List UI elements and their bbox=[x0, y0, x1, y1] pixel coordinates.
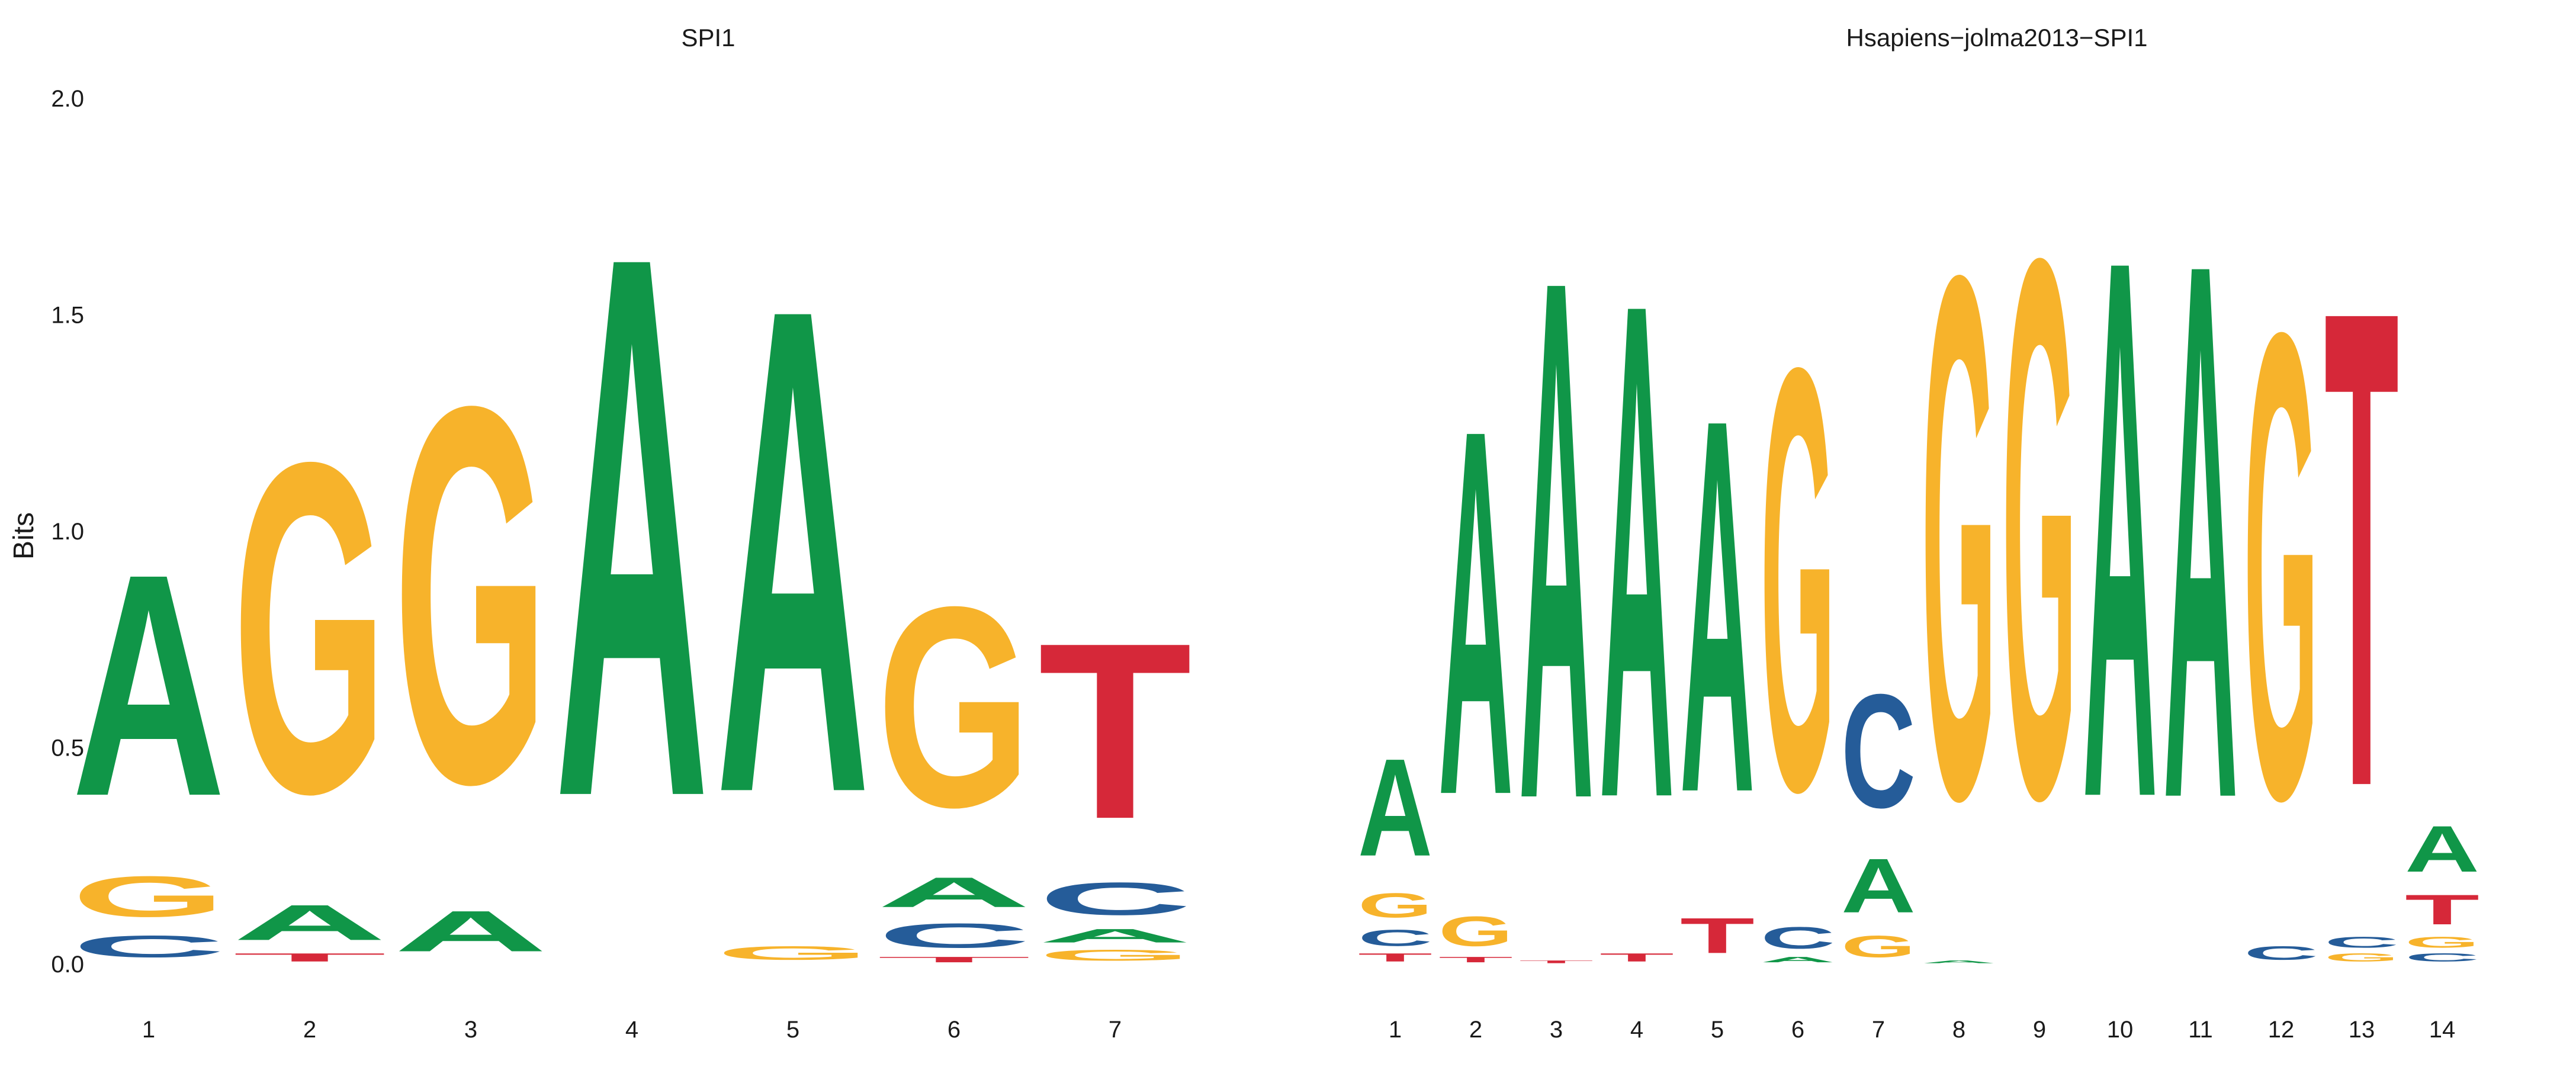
y-axis-ticks: 0.0 0.5 1.0 1.5 2.0 bbox=[51, 86, 84, 978]
x-tick-label: 14 bbox=[2429, 1017, 2456, 1043]
x-tick-label: 3 bbox=[1550, 1017, 1563, 1043]
logo-letter-t: T bbox=[233, 951, 387, 964]
logo-letter-a: A bbox=[1761, 955, 1835, 964]
x-tick-label: 7 bbox=[1109, 1017, 1122, 1043]
logo-letter-g: G bbox=[1922, 121, 1996, 955]
logo-letter-g: G bbox=[233, 365, 387, 891]
y-tick-label: 0.5 bbox=[51, 735, 84, 761]
logo-letter-a: A bbox=[72, 508, 226, 862]
x-tick-label: 4 bbox=[1630, 1017, 1643, 1043]
logo-letter-t: T bbox=[1519, 960, 1594, 964]
logo-letter-a: A bbox=[2405, 812, 2479, 886]
x-axis-ticks: 1 2 3 4 5 6 7 bbox=[142, 1017, 1122, 1043]
logo-letter-a: A bbox=[1438, 320, 1513, 904]
logo-letter-g: G bbox=[1038, 947, 1192, 964]
logo-letter-g: G bbox=[2324, 951, 2399, 964]
logo-letter-a: A bbox=[1680, 308, 1755, 904]
logo-letter-a: A bbox=[2083, 99, 2157, 959]
y-axis-label: Bits bbox=[8, 512, 40, 560]
logo-letter-t: T bbox=[1680, 908, 1755, 964]
logo-letter-a: A bbox=[1358, 730, 1432, 885]
x-tick-label: 2 bbox=[1469, 1017, 1482, 1043]
x-tick-label: 13 bbox=[2349, 1017, 2375, 1043]
logo-letter-g: G bbox=[394, 294, 548, 895]
logo-letter-c: C bbox=[2244, 942, 2318, 964]
x-tick-label: 1 bbox=[142, 1017, 155, 1043]
logo-letter-c: C bbox=[72, 929, 226, 963]
logo-letter-t: T bbox=[2324, 168, 2399, 928]
logo-letter-a: A bbox=[2163, 104, 2238, 959]
logo-letter-t: T bbox=[1358, 951, 1432, 964]
logo-letter-g: G bbox=[2244, 194, 2318, 937]
panel-title: Hsapiens−jolma2013−SPI1 bbox=[1846, 24, 2147, 52]
x-tick-label: 5 bbox=[1711, 1017, 1724, 1043]
logo-letter-a: A bbox=[1922, 960, 1996, 964]
x-tick-label: 1 bbox=[1389, 1017, 1402, 1043]
x-tick-label: 4 bbox=[625, 1017, 638, 1043]
logo-letter-a: A bbox=[1038, 925, 1192, 946]
logo-letter-g: G bbox=[1358, 886, 1432, 925]
x-tick-label: 7 bbox=[1872, 1017, 1885, 1043]
logo-letter-g: G bbox=[1841, 930, 1916, 964]
x-tick-label: 3 bbox=[464, 1017, 477, 1043]
logo-letter-g: G bbox=[1761, 243, 1835, 917]
y-tick-label: 0.0 bbox=[51, 952, 84, 978]
logo-letter-g: G bbox=[2405, 934, 2479, 951]
logo-letter-g: G bbox=[2002, 99, 2077, 959]
y-tick-label: 2.0 bbox=[51, 86, 84, 112]
x-tick-label: 12 bbox=[2268, 1017, 2295, 1043]
x-tick-label: 8 bbox=[1952, 1017, 1965, 1043]
x-tick-label: 9 bbox=[2033, 1017, 2046, 1043]
y-tick-label: 1.0 bbox=[51, 519, 84, 545]
logo-letter-c: C bbox=[877, 916, 1031, 955]
logo-letter-c: C bbox=[1761, 921, 1835, 955]
logo-letter-c: C bbox=[1038, 873, 1192, 924]
logo-letter-c: C bbox=[1841, 660, 1916, 842]
logo-letter-t: T bbox=[1438, 955, 1513, 964]
panel-title: SPI1 bbox=[681, 24, 735, 52]
x-tick-label: 6 bbox=[947, 1017, 961, 1043]
logo-letter-t: T bbox=[2405, 886, 2479, 933]
logo-letter-g: G bbox=[716, 942, 870, 963]
logo-letter-a: A bbox=[1599, 155, 1674, 946]
logo-letter-t: T bbox=[1038, 591, 1192, 872]
logo-letter-a: A bbox=[233, 895, 387, 951]
y-tick-label: 1.5 bbox=[51, 303, 84, 329]
logo-letter-c: C bbox=[2405, 951, 2479, 964]
logo-letter-g: G bbox=[1438, 908, 1513, 955]
logo-letter-a: A bbox=[1519, 124, 1594, 954]
x-tick-label: 2 bbox=[303, 1017, 316, 1043]
logo-letter-g: G bbox=[72, 865, 226, 929]
x-tick-label: 10 bbox=[2107, 1017, 2134, 1043]
logo-letter-a: A bbox=[1841, 843, 1916, 929]
x-axis-ticks: 1 2 3 4 5 6 7 8 9 10 11 12 13 14 bbox=[1389, 1017, 2455, 1043]
logo-letter-t: T bbox=[877, 955, 1031, 964]
logo-letter-t: T bbox=[1599, 951, 1674, 964]
logo-letter-c: C bbox=[1358, 925, 1432, 951]
logo-letter-g: G bbox=[877, 548, 1031, 867]
logo-letter-a: A bbox=[555, 94, 709, 958]
x-tick-label: 6 bbox=[1791, 1017, 1804, 1043]
x-tick-label: 5 bbox=[786, 1017, 799, 1043]
logo-letter-a: A bbox=[394, 899, 548, 963]
logo-letter-a: A bbox=[877, 869, 1031, 916]
x-tick-label: 11 bbox=[2188, 1017, 2213, 1043]
logo-letter-a: A bbox=[716, 165, 870, 938]
logo-letter-c: C bbox=[2324, 934, 2399, 951]
